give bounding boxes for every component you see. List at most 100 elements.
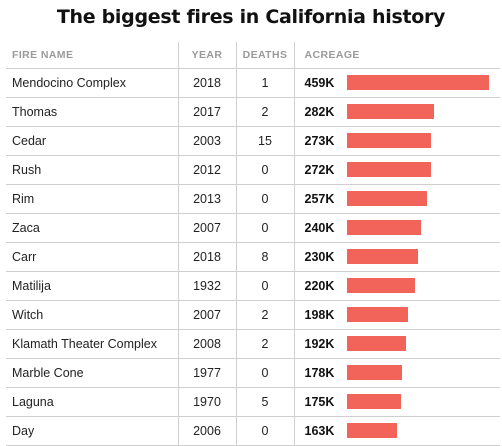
column-header-deaths: DEATHS — [235, 42, 294, 69]
acreage-label: 220K — [304, 279, 335, 293]
year-cell: 2012 — [177, 155, 236, 185]
acreage-bar — [346, 336, 406, 351]
fire-name-cell: Day — [6, 416, 178, 446]
acreage-bar — [346, 394, 401, 409]
acreage-label: 230K — [304, 250, 335, 264]
fire-name-cell: Mendocino Complex — [6, 68, 178, 98]
deaths-cell: 0 — [235, 416, 294, 446]
fire-name-cell: Zaca — [6, 213, 178, 243]
acreage-label: 163K — [304, 424, 335, 438]
fire-name-cell: Matilija — [6, 271, 178, 301]
fire-name-cell: Witch — [6, 300, 178, 330]
table-row: Matilija 1932 0 220K — [6, 271, 500, 301]
acreage-cell: 192K — [293, 329, 500, 359]
year-cell: 2003 — [177, 126, 236, 156]
deaths-cell: 0 — [235, 184, 294, 214]
acreage-cell: 272K — [293, 155, 500, 185]
deaths-cell: 2 — [235, 329, 294, 359]
year-cell: 2018 — [177, 68, 236, 98]
table-row: Thomas 2017 2 282K — [6, 97, 500, 127]
acreage-cell: 163K — [293, 416, 500, 446]
acreage-cell: 282K — [293, 97, 500, 127]
acreage-cell: 178K — [293, 358, 500, 388]
acreage-bar — [346, 104, 434, 119]
acreage-bar — [346, 162, 431, 177]
acreage-cell: 459K — [293, 68, 500, 98]
acreage-cell: 257K — [293, 184, 500, 214]
year-cell: 2007 — [177, 300, 236, 330]
fire-name-cell: Cedar — [6, 126, 178, 156]
acreage-label: 178K — [304, 366, 335, 380]
table-row: Laguna 1970 5 175K — [6, 387, 500, 417]
deaths-cell: 2 — [235, 300, 294, 330]
acreage-bar — [346, 278, 415, 293]
acreage-cell: 273K — [293, 126, 500, 156]
year-cell: 2007 — [177, 213, 236, 243]
year-cell: 1977 — [177, 358, 236, 388]
acreage-bar — [346, 423, 397, 438]
deaths-cell: 5 — [235, 387, 294, 417]
year-cell: 2013 — [177, 184, 236, 214]
deaths-cell: 1 — [235, 68, 294, 98]
deaths-cell: 0 — [235, 358, 294, 388]
deaths-cell: 0 — [235, 155, 294, 185]
acreage-label: 282K — [304, 105, 335, 119]
table-row: Cedar 2003 15 273K — [6, 126, 500, 156]
acreage-bar — [346, 75, 489, 90]
deaths-cell: 0 — [235, 213, 294, 243]
acreage-cell: 198K — [293, 300, 500, 330]
table-row: Carr 2018 8 230K — [6, 242, 500, 272]
table-row: Marble Cone 1977 0 178K — [6, 358, 500, 388]
acreage-bar — [346, 365, 402, 380]
acreage-cell: 230K — [293, 242, 500, 272]
table-row: Klamath Theater Complex 2008 2 192K — [6, 329, 500, 359]
table-row: Rim 2013 0 257K — [6, 184, 500, 214]
year-cell: 2017 — [177, 97, 236, 127]
acreage-bar — [346, 133, 431, 148]
column-header-fire-name: FIRE NAME — [6, 42, 178, 69]
table-row: Mendocino Complex 2018 1 459K — [6, 68, 500, 98]
acreage-bar — [346, 307, 408, 322]
acreage-cell: 175K — [293, 387, 500, 417]
acreage-bar — [346, 191, 427, 206]
year-cell: 1970 — [177, 387, 236, 417]
deaths-cell: 0 — [235, 271, 294, 301]
table-row: Zaca 2007 0 240K — [6, 213, 500, 243]
year-cell: 2018 — [177, 242, 236, 272]
year-cell: 1932 — [177, 271, 236, 301]
page-title: The biggest fires in California history — [56, 6, 446, 28]
table-body: Mendocino Complex 2018 1 459K Thomas 2017 2 282… — [6, 68, 500, 446]
acreage-label: 175K — [304, 395, 335, 409]
fires-table: FIRE NAME YEAR DEATHS ACREAGE Mendocino … — [6, 42, 500, 446]
fire-name-cell: Klamath Theater Complex — [6, 329, 178, 359]
acreage-label: 240K — [304, 221, 335, 235]
table-row: Day 2006 0 163K — [6, 416, 500, 446]
column-header-year: YEAR — [177, 42, 236, 69]
year-cell: 2006 — [177, 416, 236, 446]
acreage-label: 257K — [304, 192, 335, 206]
fire-name-cell: Thomas — [6, 97, 178, 127]
fire-name-cell: Rush — [6, 155, 178, 185]
table-row: Rush 2012 0 272K — [6, 155, 500, 185]
fire-name-cell: Laguna — [6, 387, 178, 417]
acreage-cell: 220K — [293, 271, 500, 301]
fire-name-cell: Rim — [6, 184, 178, 214]
fire-name-cell: Carr — [6, 242, 178, 272]
acreage-label: 459K — [304, 76, 335, 90]
acreage-cell: 240K — [293, 213, 500, 243]
deaths-cell: 2 — [235, 97, 294, 127]
acreage-label: 192K — [304, 337, 335, 351]
deaths-cell: 8 — [235, 242, 294, 272]
acreage-label: 272K — [304, 163, 335, 177]
acreage-bar — [346, 220, 421, 235]
acreage-label: 198K — [304, 308, 335, 322]
column-header-acreage: ACREAGE — [293, 42, 500, 69]
table-row: Witch 2007 2 198K — [6, 300, 500, 330]
table-header-row: FIRE NAME YEAR DEATHS ACREAGE — [6, 42, 500, 69]
acreage-bar — [346, 249, 418, 264]
fire-name-cell: Marble Cone — [6, 358, 178, 388]
acreage-label: 273K — [304, 134, 335, 148]
deaths-cell: 15 — [235, 126, 294, 156]
year-cell: 2008 — [177, 329, 236, 359]
